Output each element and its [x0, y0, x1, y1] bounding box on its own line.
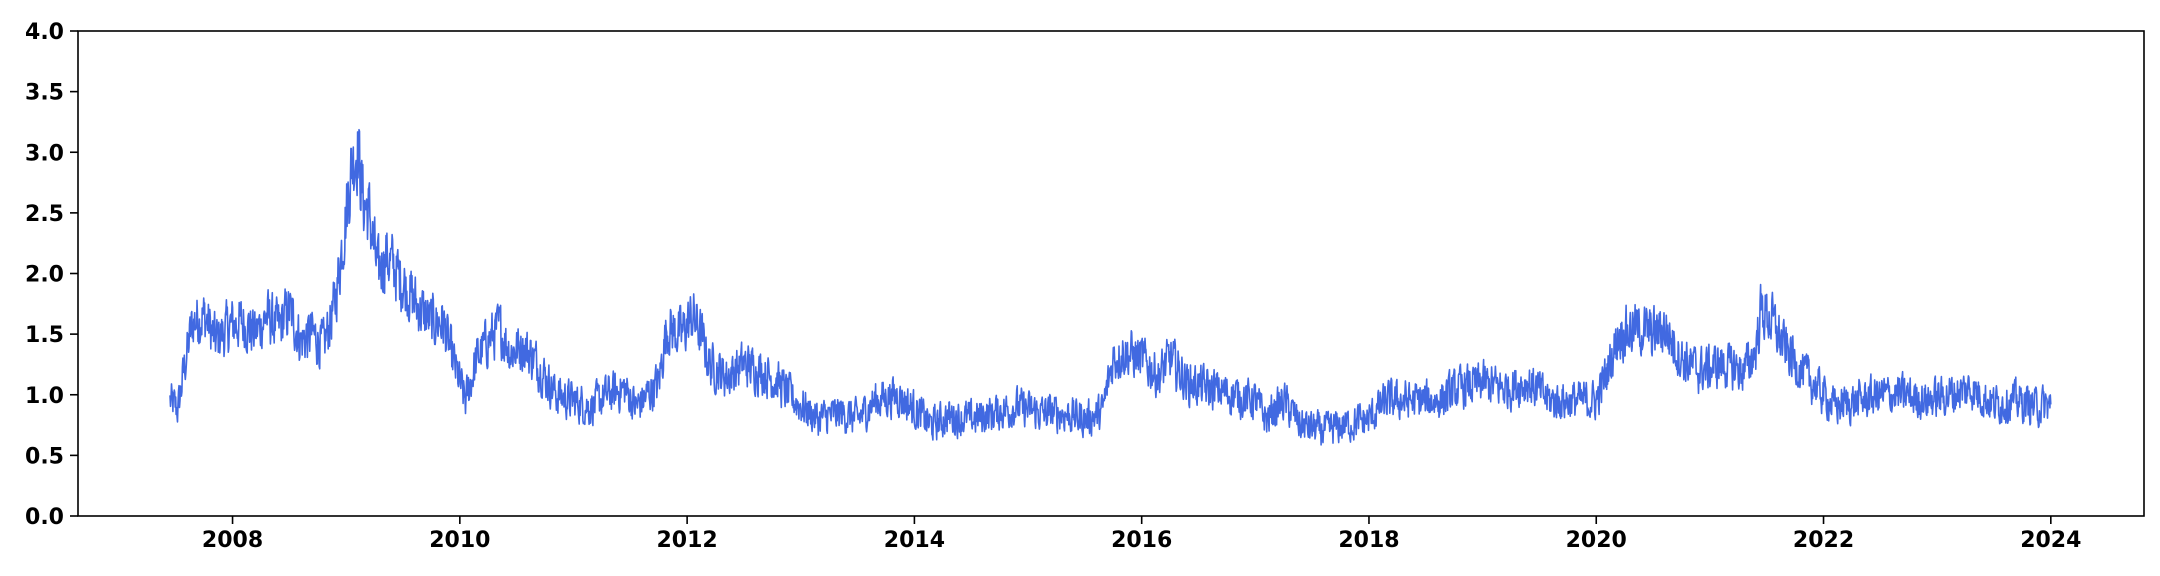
y-tick-label: 4.0: [25, 20, 64, 45]
y-tick-label: 3.0: [25, 141, 64, 166]
y-tick-label: 2.5: [25, 202, 64, 227]
y-tick-label: 2.0: [25, 263, 64, 288]
y-tick-label: 3.5: [25, 81, 64, 106]
x-tick-label: 2014: [884, 528, 945, 553]
x-tick-label: 2010: [429, 528, 490, 553]
x-axis: 2008 2010 2012 2014 2016 2018 2020 2022 2024: [202, 516, 2081, 553]
y-axis: 0.0 0.5 1.0 1.5 2.0 2.5 3.0 3.5 4.0: [25, 20, 78, 530]
x-tick-label: 2012: [657, 528, 718, 553]
y-tick-label: 1.5: [25, 323, 64, 348]
y-tick-label: 0.5: [25, 444, 64, 469]
series-layer: [169, 128, 2052, 446]
x-tick-label: 2020: [1566, 528, 1627, 553]
x-tick-label: 2024: [2020, 528, 2081, 553]
y-tick-label: 0.0: [25, 505, 64, 530]
y-tick-label: 1.0: [25, 384, 64, 409]
x-tick-label: 2008: [202, 528, 263, 553]
series-line: [169, 128, 2052, 446]
x-tick-label: 2018: [1338, 528, 1399, 553]
x-tick-label: 2016: [1111, 528, 1172, 553]
x-tick-label: 2022: [1793, 528, 1854, 553]
